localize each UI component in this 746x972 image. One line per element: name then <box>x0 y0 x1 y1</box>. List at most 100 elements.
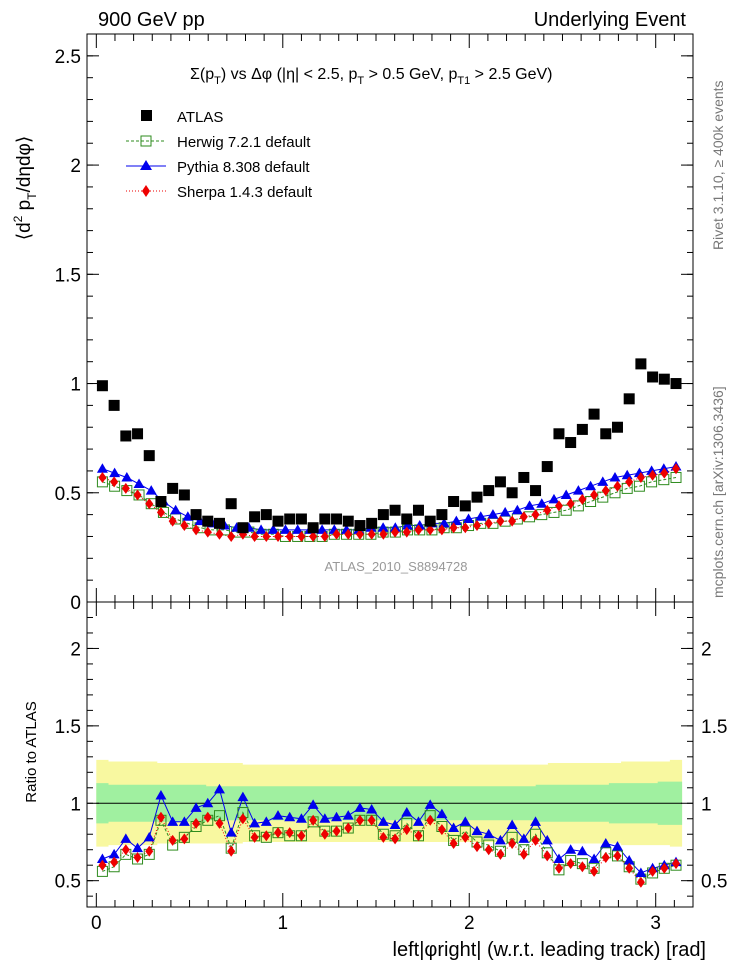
ratio-point-sherpa-46 <box>636 876 645 888</box>
analysis-watermark: ATLAS_2010_S8894728 <box>325 559 468 574</box>
legend-marker-herwig <box>140 135 152 147</box>
main-ytick-label: 1.5 <box>55 265 81 286</box>
ratio-point-sherpa-10 <box>215 817 224 829</box>
main-point-pythia-39 <box>572 485 584 495</box>
main-point-atlas-22 <box>354 520 366 532</box>
ratio-point-pythia-30 <box>448 822 460 833</box>
ylabel-part-2: p <box>14 200 35 216</box>
ratio-plot-frame <box>86 601 694 908</box>
main-point-atlas-15 <box>272 515 284 527</box>
main-point-pythia-25 <box>402 520 414 530</box>
main-point-atlas-28 <box>424 515 436 527</box>
main-ytick-label: 2 <box>70 156 81 177</box>
main-point-atlas-45 <box>623 393 635 405</box>
ratio-point-sherpa-32 <box>473 841 482 853</box>
ratio-point-pythia-18 <box>307 799 319 809</box>
ratio-point-pythia-0 <box>96 853 108 864</box>
main-point-herwig-44 <box>633 480 645 492</box>
ratio-point-sherpa-9 <box>203 811 212 823</box>
ratio-point-sherpa-38 <box>543 850 552 862</box>
main-point-atlas-0 <box>96 380 108 392</box>
ratio-point-pythia-37 <box>530 816 542 826</box>
ratio-ytick-label: 1.5 <box>55 717 81 738</box>
main-point-atlas-6 <box>167 482 179 494</box>
main-point-herwig-38 <box>560 504 572 516</box>
main-point-sherpa-13 <box>250 530 259 542</box>
main-point-atlas-9 <box>202 515 214 527</box>
ratio-point-sherpa-3 <box>133 851 142 863</box>
main-point-atlas-11 <box>225 498 237 510</box>
main-point-sherpa-1 <box>110 476 119 488</box>
main-ytick-label: 0.5 <box>55 484 81 505</box>
xtick-label: 1 <box>277 913 288 934</box>
ratio-point-pythia-3 <box>132 842 144 853</box>
main-point-sherpa-37 <box>531 509 540 521</box>
main-point-atlas-2 <box>120 430 132 442</box>
main-point-sherpa-18 <box>309 530 318 542</box>
ratio-point-sherpa-39 <box>554 862 563 874</box>
title-part-6: > 2.5 GeV) <box>470 66 552 83</box>
ratio-point-pythia-29 <box>436 808 448 819</box>
main-point-herwig-39 <box>572 500 584 512</box>
ratio-point-sherpa-28 <box>426 814 435 826</box>
legend-marker-sherpa <box>142 185 150 197</box>
main-point-herwig-41 <box>597 491 609 503</box>
main-point-pythia-4 <box>145 485 157 495</box>
ratio-point-sherpa-37 <box>531 834 540 846</box>
main-point-pythia-15 <box>279 524 291 534</box>
main-point-atlas-17 <box>295 513 307 525</box>
ratio-point-pythia-45 <box>623 855 635 865</box>
ratio-point-sherpa-40 <box>566 858 575 870</box>
ratio-point-pythia-13 <box>249 817 261 828</box>
main-point-pythia-32 <box>487 509 499 519</box>
main-point-sherpa-7 <box>180 520 189 532</box>
main-point-atlas-30 <box>448 496 460 508</box>
ratio-point-pythia-34 <box>494 834 506 845</box>
main-point-pythia-41 <box>597 476 609 486</box>
ratio-point-pythia-25 <box>389 819 401 829</box>
ylabel-part-1: 2 <box>11 215 25 222</box>
main-point-pythia-3 <box>133 478 145 489</box>
legend-label-sherpa: Sherpa 1.4.3 default <box>177 184 313 201</box>
main-point-atlas-42 <box>588 408 600 420</box>
ratio-point-pythia-14 <box>260 816 272 826</box>
main-point-atlas-43 <box>600 428 612 440</box>
main-point-pythia-46 <box>658 463 670 473</box>
main-ytick-label: 2.5 <box>55 47 81 68</box>
xtick-label: 0 <box>91 913 102 934</box>
title-part-2: ) vs Δφ (|η| < 2.5, p <box>221 66 358 83</box>
main-point-atlas-41 <box>576 423 588 435</box>
main-point-atlas-37 <box>530 485 542 497</box>
ratio-point-sherpa-0 <box>98 859 107 871</box>
axes-ticks: 0 0.5 1 1.5 2 2.5 0.5 0.5 1 1 1.5 1.5 2 2 0 1 2 3 <box>55 33 727 934</box>
main-point-sherpa-27 <box>414 524 423 536</box>
ratio-point-pythia-2 <box>120 833 132 843</box>
ratio-point-sherpa-31 <box>461 831 470 843</box>
ratio-point-pythia-15 <box>272 810 284 820</box>
main-point-atlas-29 <box>436 509 448 521</box>
main-point-atlas-40 <box>565 437 577 449</box>
legend-label-pythia: Pythia 8.308 default <box>177 159 310 176</box>
ratio-point-pythia-9 <box>202 797 214 808</box>
main-point-atlas-5 <box>155 496 167 508</box>
ratio-point-sherpa-13 <box>250 831 259 843</box>
ratio-point-sherpa-8 <box>192 817 201 829</box>
ratio-point-sherpa-35 <box>508 838 517 850</box>
ratio-point-pythia-8 <box>190 802 202 812</box>
main-point-pythia-0 <box>96 463 108 473</box>
ratio-point-sherpa-45 <box>625 862 634 874</box>
main-point-atlas-27 <box>412 504 424 516</box>
main-point-sherpa-11 <box>227 530 236 542</box>
ratio-point-pythia-22 <box>354 802 366 812</box>
main-point-sherpa-48 <box>660 467 669 479</box>
ratio-point-pythia-27 <box>412 816 424 826</box>
main-point-pythia-13 <box>255 524 267 534</box>
ratio-point-sherpa-7 <box>180 833 189 845</box>
ratio-ytick-label: 1 <box>70 794 81 815</box>
main-point-sherpa-46 <box>636 471 645 483</box>
ratio-point-pythia-11 <box>225 827 237 837</box>
main-point-sherpa-3 <box>133 489 142 501</box>
ratio-point-sherpa-6 <box>168 834 177 846</box>
main-point-pythia-6 <box>170 504 182 515</box>
